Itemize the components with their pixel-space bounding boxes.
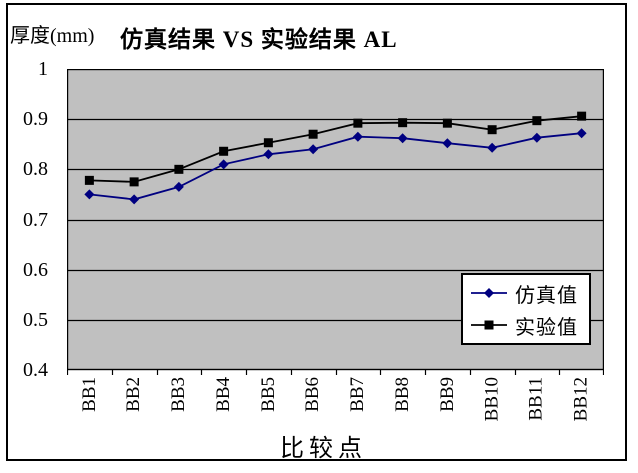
x-tick-label: BB4 xyxy=(212,377,234,412)
x-tick-label: BB2 xyxy=(123,377,145,412)
legend-label-experiment: 实验值 xyxy=(515,316,578,339)
y-tick-label: 0.7 xyxy=(23,208,48,231)
data-point-square xyxy=(577,111,587,121)
plot-area xyxy=(67,69,604,375)
data-point-square xyxy=(398,118,408,128)
y-axis-title: 厚度(mm) xyxy=(10,25,95,47)
data-point-square xyxy=(84,175,94,185)
data-point-diamond xyxy=(84,189,95,200)
x-axis-title: 比较点 xyxy=(280,436,367,462)
x-tick-label: BB9 xyxy=(436,377,458,412)
legend-entry-simulation: 仿真值 xyxy=(463,279,589,308)
x-tick-label: BB12 xyxy=(570,377,592,422)
y-tick-label: 0.5 xyxy=(23,308,48,331)
x-tick-label: BB3 xyxy=(167,377,189,412)
data-point-diamond xyxy=(218,159,229,170)
data-point-diamond xyxy=(173,181,184,192)
x-tick-label: BB6 xyxy=(302,377,324,412)
x-tick-label: BB8 xyxy=(391,377,413,412)
series-square-line xyxy=(89,115,582,183)
square-marker-icon xyxy=(471,320,507,330)
data-point-square xyxy=(129,177,139,187)
chart-title: 仿真结果 VS 实验结果 AL xyxy=(120,27,398,52)
data-point-diamond xyxy=(308,144,319,155)
legend-label-simulation: 仿真值 xyxy=(515,284,578,307)
data-point-diamond xyxy=(129,194,140,205)
legend: 仿真值 实验值 xyxy=(461,273,591,345)
data-point-diamond xyxy=(352,131,363,142)
y-tick-label: 1 xyxy=(38,58,48,80)
data-point-square xyxy=(532,116,542,126)
data-point-square xyxy=(219,146,229,156)
y-tick-label: 0.6 xyxy=(23,258,48,281)
x-tick-label: BB1 xyxy=(78,377,100,412)
data-point-square xyxy=(442,118,452,128)
y-tick-label: 0.8 xyxy=(23,158,48,181)
legend-entry-experiment: 实验值 xyxy=(463,311,589,340)
y-tick-label: 0.9 xyxy=(23,108,48,131)
data-point-diamond xyxy=(263,149,274,160)
data-point-square xyxy=(487,125,497,135)
diamond-marker-icon xyxy=(471,288,507,298)
data-point-diamond xyxy=(487,142,498,153)
data-point-diamond xyxy=(442,138,453,149)
series-diamond-line xyxy=(89,132,582,201)
x-tick-label: BB5 xyxy=(257,377,279,412)
x-tick-label: BB11 xyxy=(525,377,547,421)
data-point-square xyxy=(174,164,184,174)
data-point-diamond xyxy=(397,133,408,144)
x-tick-label: BB7 xyxy=(346,377,368,412)
data-point-square xyxy=(353,118,363,128)
data-point-diamond xyxy=(531,132,542,143)
data-point-square xyxy=(263,138,273,148)
y-tick-label: 0.4 xyxy=(23,359,48,381)
data-point-diamond xyxy=(576,128,587,139)
x-tick-label: BB10 xyxy=(481,377,503,422)
data-point-square xyxy=(308,129,318,139)
